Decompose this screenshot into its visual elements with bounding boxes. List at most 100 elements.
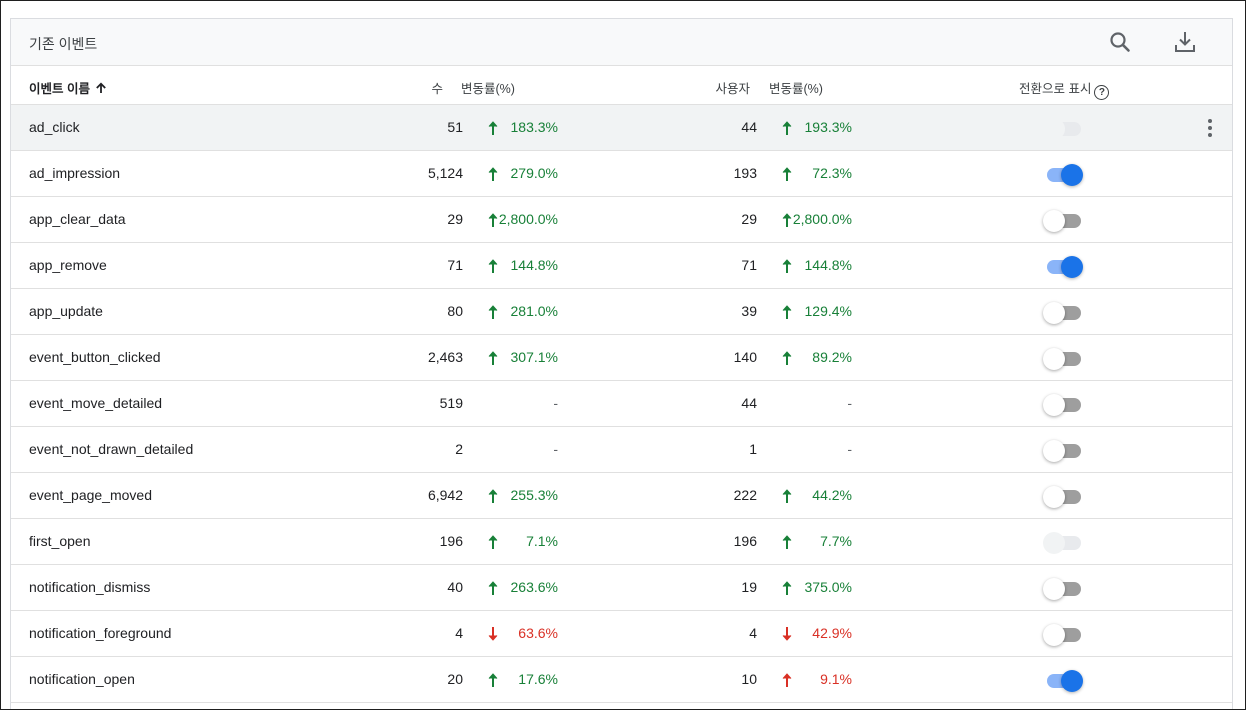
conversion-toggle[interactable] xyxy=(1043,669,1083,692)
event-name[interactable]: notification_foreground xyxy=(29,625,172,641)
event-name[interactable]: notification_dismiss xyxy=(29,579,151,595)
conversion-toggle[interactable] xyxy=(1043,623,1083,646)
conversion-toggle[interactable] xyxy=(1043,485,1083,508)
event-name[interactable]: first_open xyxy=(29,533,91,549)
user-count: 196 xyxy=(733,533,757,549)
count-change: 279.0% xyxy=(510,165,558,181)
event-count: 2 xyxy=(455,441,463,457)
event-count: 5,124 xyxy=(427,165,463,181)
card-title: 기존 이벤트 xyxy=(29,36,98,52)
table-row[interactable]: event_move_detailed 519 - 44 - xyxy=(11,381,1232,427)
arrow-up-icon xyxy=(782,212,792,228)
user-count: 1 xyxy=(749,441,757,457)
event-name[interactable]: app_clear_data xyxy=(29,211,126,227)
count-change: 255.3% xyxy=(510,487,558,503)
event-name[interactable]: event_not_drawn_detailed xyxy=(29,441,194,457)
conversion-toggle[interactable] xyxy=(1043,255,1083,278)
arrow-up-icon xyxy=(488,350,498,366)
column-header-users-change[interactable]: 변동률(%) xyxy=(769,82,823,96)
conversion-toggle xyxy=(1043,117,1083,140)
arrow-up-icon xyxy=(488,258,498,274)
table-row[interactable]: app_update 80 281.0% 39 129.4% xyxy=(11,289,1232,335)
table-row[interactable]: notification_foreground 4 63.6% 4 42.9% xyxy=(11,611,1232,657)
toggle-knob xyxy=(1061,256,1083,278)
arrow-up-icon xyxy=(488,304,498,320)
help-icon[interactable]: ? xyxy=(1094,85,1110,100)
download-icon[interactable] xyxy=(1172,29,1198,55)
column-header-name[interactable]: 이벤트 이름 xyxy=(29,78,107,97)
event-name[interactable]: ad_click xyxy=(29,119,80,135)
conversion-toggle[interactable] xyxy=(1043,209,1083,232)
arrow-down-icon xyxy=(782,626,792,642)
events-table-body: ad_click 51 183.3% 44 193.3% ad_impression 5,1… xyxy=(11,105,1232,703)
event-count: 2,463 xyxy=(427,349,463,365)
arrow-up-icon xyxy=(782,120,792,136)
user-count: 10 xyxy=(741,671,757,687)
users-change: 7.7% xyxy=(820,533,852,549)
arrow-up-icon xyxy=(488,488,498,504)
users-change: - xyxy=(847,395,852,411)
arrow-up-icon xyxy=(488,534,498,550)
count-change: - xyxy=(553,441,558,457)
users-change: 2,800.0% xyxy=(792,211,852,227)
event-name[interactable]: event_move_detailed xyxy=(29,395,163,411)
user-count: 71 xyxy=(741,257,757,273)
conversion-toggle[interactable] xyxy=(1043,439,1083,462)
conversion-toggle[interactable] xyxy=(1043,577,1083,600)
table-row[interactable]: ad_impression 5,124 279.0% 193 72.3% xyxy=(11,151,1232,197)
arrow-down-icon xyxy=(488,626,498,642)
conversion-toggle[interactable] xyxy=(1043,163,1083,186)
column-header-count[interactable]: 수 xyxy=(431,82,443,96)
conversion-toggle[interactable] xyxy=(1043,347,1083,370)
toggle-knob xyxy=(1043,578,1065,600)
event-name[interactable]: ad_impression xyxy=(29,165,121,181)
arrow-up-icon xyxy=(488,120,498,136)
column-header-count-change[interactable]: 변동률(%) xyxy=(461,82,515,96)
event-count: 80 xyxy=(447,303,463,319)
arrow-up-icon xyxy=(782,488,792,504)
event-name[interactable]: event_button_clicked xyxy=(29,349,161,365)
table-row[interactable]: ad_click 51 183.3% 44 193.3% xyxy=(11,105,1232,151)
arrow-up-icon xyxy=(782,580,792,596)
count-change: 281.0% xyxy=(510,303,558,319)
event-count: 6,942 xyxy=(427,487,463,503)
count-change: 263.6% xyxy=(510,579,558,595)
users-change: 72.3% xyxy=(812,165,852,181)
event-count: 71 xyxy=(447,257,463,273)
conversion-toggle[interactable] xyxy=(1043,301,1083,324)
event-name[interactable]: notification_open xyxy=(29,671,135,687)
conversion-toggle[interactable] xyxy=(1043,393,1083,416)
table-row[interactable]: event_not_drawn_detailed 2 - 1 - xyxy=(11,427,1232,473)
table-row[interactable]: notification_dismiss 40 263.6% 19 375.0% xyxy=(11,565,1232,611)
more-vert-icon[interactable] xyxy=(1200,117,1220,139)
table-header: 이벤트 이름 수 변동률(%) 사용자 변동률(%) 전환으로 표시? xyxy=(11,66,1232,105)
count-change: 183.3% xyxy=(510,119,558,135)
table-row[interactable]: event_button_clicked 2,463 307.1% 140 89.2% xyxy=(11,335,1232,381)
user-count: 4 xyxy=(749,625,757,641)
column-header-users[interactable]: 사용자 xyxy=(715,82,750,96)
toggle-knob xyxy=(1043,210,1065,232)
arrow-up-icon xyxy=(488,672,498,688)
arrow-up-icon xyxy=(782,166,792,182)
user-count: 140 xyxy=(733,349,757,365)
toggle-knob xyxy=(1043,118,1065,140)
event-count: 51 xyxy=(447,119,463,135)
sort-arrow-up-icon xyxy=(93,82,107,96)
event-name[interactable]: app_remove xyxy=(29,257,107,273)
arrow-up-icon xyxy=(488,166,498,182)
search-icon[interactable] xyxy=(1107,29,1133,55)
table-row[interactable]: event_page_moved 6,942 255.3% 222 44.2% xyxy=(11,473,1232,519)
table-row[interactable]: notification_open 20 17.6% 10 9.1% xyxy=(11,657,1232,703)
event-name[interactable]: event_page_moved xyxy=(29,487,152,503)
count-change: - xyxy=(553,395,558,411)
table-row[interactable]: app_remove 71 144.8% 71 144.8% xyxy=(11,243,1232,289)
toggle-knob xyxy=(1043,394,1065,416)
users-change: 42.9% xyxy=(812,625,852,641)
table-row[interactable]: first_open 196 7.1% 196 7.7% xyxy=(11,519,1232,565)
event-name[interactable]: app_update xyxy=(29,303,103,319)
user-count: 29 xyxy=(741,211,757,227)
users-change: 193.3% xyxy=(804,119,852,135)
table-row[interactable]: app_clear_data 29 2,800.0% 29 2,800.0% xyxy=(11,197,1232,243)
event-count: 29 xyxy=(447,211,463,227)
